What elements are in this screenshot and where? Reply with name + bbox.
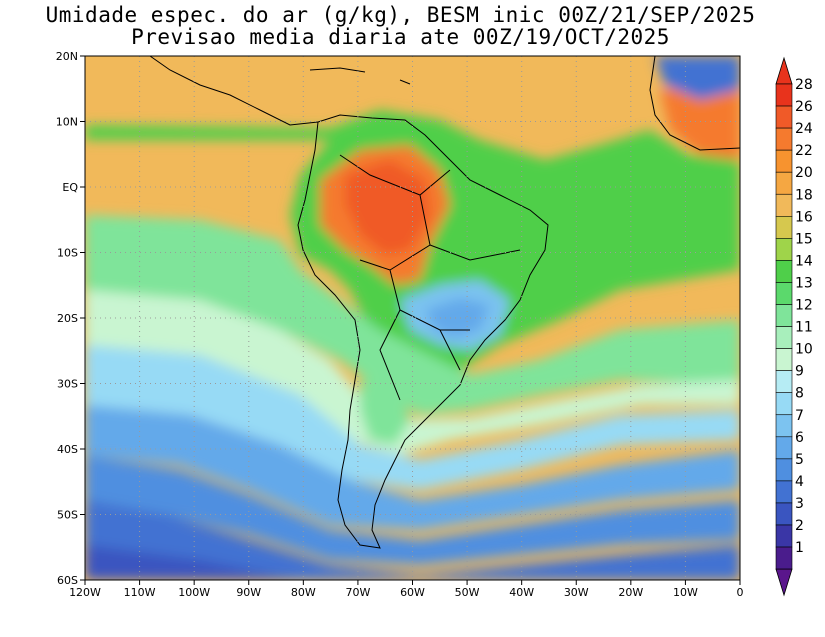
lon-tick-label: 100W	[178, 586, 210, 599]
colorbar-swatch	[775, 127, 793, 151]
colorbar-swatch	[775, 193, 793, 217]
lon-tick-label: 30W	[564, 586, 589, 599]
south-america-outline	[297, 114, 549, 549]
colorbar-label: 28	[795, 77, 813, 93]
colorbar-swatch	[775, 216, 793, 239]
lat-tick-label: 10S	[57, 247, 78, 260]
lon-tick-label: 80W	[291, 586, 316, 599]
lon-tick-label: 60W	[400, 586, 425, 599]
colorbar-label: 7	[795, 408, 804, 424]
colorbar-swatch	[775, 260, 793, 283]
lat-tick-label: 20S	[57, 312, 78, 325]
lon-tick-label: 70W	[345, 586, 370, 599]
colorbar-label: 24	[795, 121, 813, 137]
colorbar-top-triangle	[775, 56, 793, 85]
colorbar-swatch	[775, 370, 793, 393]
colorbar-label: 14	[795, 253, 813, 269]
colorbar-swatch	[775, 348, 793, 371]
lat-tick-label: 50S	[57, 509, 78, 522]
colorbar-swatch	[775, 149, 793, 173]
colorbar-label: 5	[795, 452, 804, 468]
colorbar-label: 13	[795, 275, 813, 291]
colorbar-swatch	[775, 436, 793, 460]
graticule	[85, 56, 740, 580]
map-title-line1: Umidade espec. do ar (g/kg), BESM inic 0…	[45, 3, 756, 27]
colorbar-label: 15	[795, 231, 813, 247]
colorbar: 28 26 24 22 20 18 16 15 14 13 12 11 10 9 8 7 6 5 4 3 2 1	[775, 56, 813, 597]
colorbar-swatch	[775, 238, 793, 261]
lat-tick-label: 60S	[57, 574, 78, 587]
colorbar-label: 20	[795, 165, 813, 181]
colorbar-label: 10	[795, 342, 813, 358]
lon-tick-label: 10W	[673, 586, 698, 599]
lon-tick-label: 90W	[236, 586, 261, 599]
lon-tick-label: 50W	[455, 586, 480, 599]
caribbean-islands	[309, 67, 411, 85]
lon-tick-label: 40W	[509, 586, 534, 599]
lat-tick-label: 10N	[56, 116, 78, 129]
colorbar-label: 11	[795, 320, 813, 336]
colorbar-swatch	[775, 392, 793, 416]
colorbar-label: 18	[795, 187, 813, 203]
colorbar-label: 4	[795, 474, 804, 490]
colorbar-swatch	[775, 502, 793, 526]
colorbar-swatch	[775, 480, 793, 504]
colorbar-swatch	[775, 546, 793, 570]
lon-tick-label: 110W	[124, 586, 156, 599]
lon-tick-label: 20W	[618, 586, 643, 599]
colorbar-label: 22	[795, 143, 813, 159]
latitude-axis: 20N 10N EQ 10S 20S 30S 40S 50S 60S	[56, 50, 85, 587]
lon-tick-label: 120W	[69, 586, 101, 599]
lat-tick-label: EQ	[62, 181, 78, 194]
colorbar-label: 1	[795, 540, 804, 556]
colorbar-label: 9	[795, 364, 804, 380]
coastlines	[149, 56, 740, 549]
colorbar-label: 3	[795, 496, 804, 512]
colorbar-label: 6	[795, 430, 804, 446]
central-america-outline	[149, 56, 319, 126]
africa-outline	[649, 56, 740, 151]
colorbar-swatch	[775, 326, 793, 349]
colorbar-swatch	[775, 282, 793, 305]
map-title-line2: Previsao media diaria ate 00Z/19/OCT/202…	[131, 25, 670, 49]
colorbar-label: 2	[795, 518, 804, 534]
lat-tick-label: 40S	[57, 443, 78, 456]
colorbar-swatch	[775, 458, 793, 482]
colorbar-label: 8	[795, 386, 804, 402]
colorbar-swatch	[775, 83, 793, 107]
colorbar-label: 16	[795, 209, 813, 225]
colorbar-swatch	[775, 524, 793, 548]
country-borders	[339, 154, 521, 401]
colorbar-swatch	[775, 105, 793, 129]
colorbar-swatch	[775, 414, 793, 438]
colorbar-swatch	[775, 304, 793, 327]
lon-tick-label: 0	[737, 586, 744, 599]
colorbar-label: 12	[795, 298, 813, 314]
humidity-field	[85, 56, 740, 580]
lat-tick-label: 20N	[56, 50, 78, 63]
colorbar-swatch	[775, 171, 793, 195]
lat-tick-label: 30S	[57, 378, 78, 391]
colorbar-label: 26	[795, 99, 813, 115]
longitude-axis: 120W 110W 100W 90W 80W 70W 60W 50W 40W 30W 20W 10W 0	[69, 580, 744, 599]
colorbar-bottom-triangle	[775, 568, 793, 597]
